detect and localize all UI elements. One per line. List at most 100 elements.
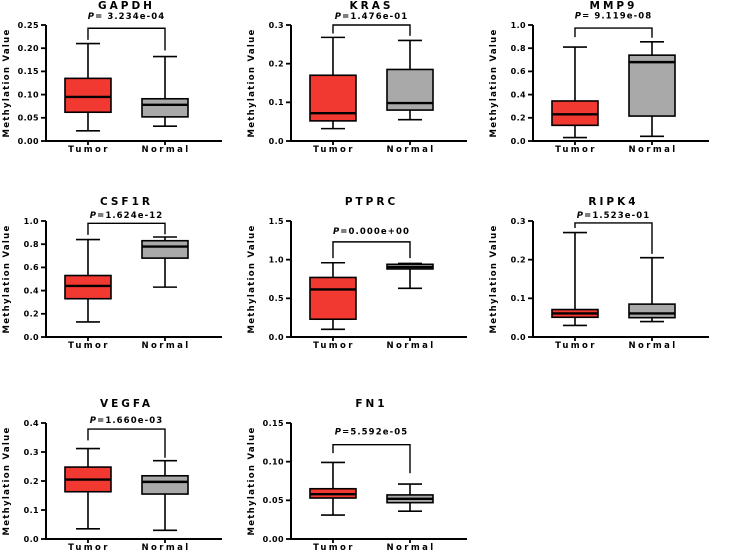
y-tick-label: 0.4 bbox=[511, 90, 526, 99]
y-tick-label: 0.0 bbox=[511, 333, 526, 342]
y-tick-label: 0.2 bbox=[511, 114, 526, 123]
y-axis-label: Methylation Value bbox=[2, 224, 12, 333]
normal-box bbox=[141, 97, 189, 118]
normal-box bbox=[141, 239, 189, 259]
y-tick-label: 1.0 bbox=[269, 255, 284, 264]
x-category-label: Tumor bbox=[68, 145, 110, 155]
y-tick-label: 0.00 bbox=[263, 535, 284, 544]
plot-cell-csf1r: P=1.624e-12 0.0 0.2 0.4 0.6 0.8 1.0 Tumor Normal… bbox=[0, 196, 244, 358]
normal-box bbox=[628, 54, 676, 117]
y-tick-label: 0.3 bbox=[24, 448, 39, 457]
p-value-label: P=1.660e-03 bbox=[90, 416, 163, 426]
plot-cell-ptprc: P=0.000e+00 0.0 0.5 1.0 1.5 Tumor Normal PTPRC M… bbox=[245, 196, 489, 358]
chart-ripk4: P=1.523e-01 0.0 0.1 0.2 0.3 Tumor Normal RIPK4 M… bbox=[489, 196, 709, 351]
y-tick-label: 0.5 bbox=[269, 294, 284, 303]
y-tick-label: 0.8 bbox=[511, 44, 526, 53]
y-tick-label: 1.0 bbox=[511, 21, 526, 30]
y-tick-label: 0.0 bbox=[24, 333, 39, 342]
p-value-label: P= 3.234e-04 bbox=[88, 12, 166, 22]
significance-bracket bbox=[574, 27, 653, 38]
y-tick-label: 0.2 bbox=[24, 477, 39, 486]
x-category-label: Normal bbox=[386, 145, 435, 155]
tumor-box bbox=[64, 77, 112, 114]
y-tick-label: 0.6 bbox=[511, 67, 526, 76]
chart-csf1r: P=1.624e-12 0.0 0.2 0.4 0.6 0.8 1.0 Tumor Normal… bbox=[2, 196, 222, 351]
y-axis-label: Methylation Value bbox=[247, 224, 257, 333]
x-category-label: Tumor bbox=[313, 341, 355, 351]
x-category-label: Tumor bbox=[555, 341, 597, 351]
y-tick-label: 0.4 bbox=[24, 286, 39, 295]
y-tick-label: 0.1 bbox=[269, 98, 284, 107]
y-tick-label: 0.20 bbox=[18, 44, 39, 53]
y-tick-label: 1.0 bbox=[24, 217, 39, 226]
x-category-label: Normal bbox=[628, 341, 677, 351]
plot-cell-ripk4: P=1.523e-01 0.0 0.1 0.2 0.3 Tumor Normal RIPK4 M… bbox=[487, 196, 731, 358]
y-tick-label: 0.10 bbox=[263, 457, 284, 466]
normal-box bbox=[628, 303, 676, 319]
plot-title: CSF1R bbox=[100, 196, 153, 208]
plot-title: VEGFA bbox=[100, 398, 153, 410]
significance-bracket bbox=[332, 443, 411, 474]
y-tick-label: 0.2 bbox=[511, 255, 526, 264]
chart-gapdh: P= 3.234e-04 0.00 0.05 0.10 0.15 0.20 0.25 Tumo… bbox=[2, 0, 222, 155]
plot-title: FN1 bbox=[355, 398, 387, 410]
y-axis-label: Methylation Value bbox=[489, 224, 499, 333]
y-tick-label: 0.05 bbox=[263, 496, 284, 505]
y-axis-label: Methylation Value bbox=[2, 28, 12, 137]
x-category-label: Tumor bbox=[313, 543, 355, 553]
y-tick-label: 0.0 bbox=[511, 137, 526, 146]
significance-bracket bbox=[87, 222, 166, 235]
plot-cell-kras: P=1.476e-01 0.0 0.1 0.2 0.3 Tumor Normal KRAS Me… bbox=[245, 0, 489, 162]
p-value-label: P=0.000e+00 bbox=[333, 227, 410, 237]
y-tick-label: 0.3 bbox=[511, 217, 526, 226]
significance-bracket bbox=[332, 24, 411, 36]
x-category-label: Normal bbox=[386, 543, 435, 553]
y-axis-label: Methylation Value bbox=[247, 28, 257, 137]
y-tick-label: 0.2 bbox=[269, 59, 284, 68]
plot-title: PTPRC bbox=[345, 196, 398, 208]
significance-bracket bbox=[87, 428, 166, 458]
chart-ptprc: P=0.000e+00 0.0 0.5 1.0 1.5 Tumor Normal PTPRC M… bbox=[247, 196, 467, 351]
y-tick-label: 0.0 bbox=[269, 333, 284, 342]
y-tick-label: 0.1 bbox=[24, 506, 39, 515]
chart-vegfa: P=1.660e-03 0.0 0.1 0.2 0.3 0.4 Tumor Normal VEG… bbox=[2, 398, 222, 553]
p-value-label: P=5.592e-05 bbox=[335, 428, 408, 438]
y-tick-label: 0.1 bbox=[511, 294, 526, 303]
x-category-label: Tumor bbox=[68, 543, 110, 553]
y-axis-label: Methylation Value bbox=[2, 426, 12, 535]
p-value-label: P= 9.119e-08 bbox=[575, 12, 653, 22]
y-tick-label: 0.15 bbox=[18, 67, 39, 76]
significance-bracket bbox=[574, 222, 653, 254]
tumor-box bbox=[309, 276, 357, 321]
x-category-label: Tumor bbox=[313, 145, 355, 155]
x-category-label: Normal bbox=[628, 145, 677, 155]
x-category-label: Normal bbox=[141, 543, 190, 553]
y-tick-label: 1.5 bbox=[269, 217, 284, 226]
y-tick-label: 0.0 bbox=[269, 137, 284, 146]
y-tick-label: 0.8 bbox=[24, 240, 39, 249]
plot-title: MMP9 bbox=[590, 0, 638, 12]
normal-box bbox=[141, 474, 189, 495]
y-axis-label: Methylation Value bbox=[247, 426, 257, 535]
y-tick-label: 0.00 bbox=[18, 137, 39, 146]
plot-title: KRAS bbox=[350, 0, 394, 12]
p-value-label: P=1.476e-01 bbox=[335, 12, 408, 22]
x-category-label: Normal bbox=[386, 341, 435, 351]
y-tick-label: 0.6 bbox=[24, 263, 39, 272]
y-tick-label: 0.15 bbox=[263, 419, 284, 428]
y-tick-label: 0.2 bbox=[24, 310, 39, 319]
p-value-label: P=1.523e-01 bbox=[577, 211, 650, 221]
significance-bracket bbox=[332, 241, 411, 259]
y-tick-label: 0.4 bbox=[24, 419, 39, 428]
plot-cell-gapdh: P= 3.234e-04 0.00 0.05 0.10 0.15 0.20 0.25 Tumo… bbox=[0, 0, 244, 162]
p-value-label: P=1.624e-12 bbox=[90, 211, 163, 221]
plot-cell-mmp9: P= 9.119e-08 0.0 0.2 0.4 0.6 0.8 1.0 Tumor Norma… bbox=[487, 0, 731, 162]
y-tick-label: 0.10 bbox=[18, 90, 39, 99]
plot-cell-vegfa: P=1.660e-03 0.0 0.1 0.2 0.3 0.4 Tumor Normal VEG… bbox=[0, 398, 244, 559]
y-tick-label: 0.0 bbox=[24, 535, 39, 544]
chart-mmp9: P= 9.119e-08 0.0 0.2 0.4 0.6 0.8 1.0 Tumor Norma… bbox=[489, 0, 709, 155]
y-tick-label: 0.3 bbox=[269, 21, 284, 30]
x-category-label: Tumor bbox=[68, 341, 110, 351]
x-category-label: Normal bbox=[141, 145, 190, 155]
